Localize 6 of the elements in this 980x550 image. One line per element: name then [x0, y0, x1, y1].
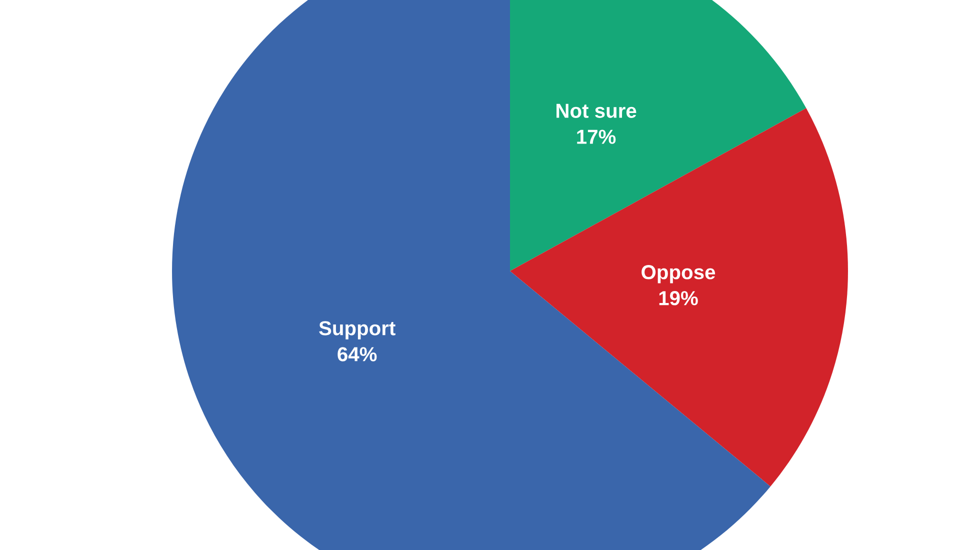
data-label: 19%: [659, 291, 698, 306]
data-label: 17%: [577, 130, 616, 144]
slice-label: Not sure: [556, 104, 636, 118]
data-label: 64%: [338, 347, 377, 362]
slice-label: Oppose: [642, 265, 716, 284]
slice-label: Support: [319, 321, 396, 340]
